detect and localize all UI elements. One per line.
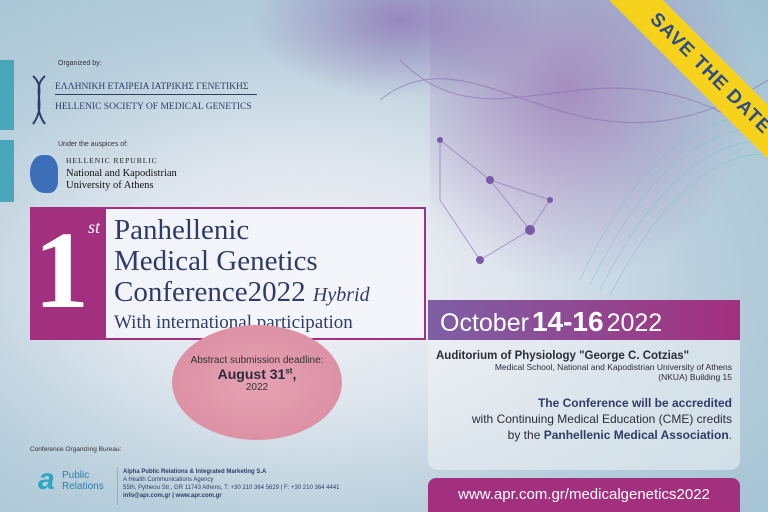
bureau-tagline: A Health Communications Agency: [123, 477, 214, 483]
dna-logo-icon: [32, 75, 46, 125]
title-line4: With international participation: [114, 312, 353, 333]
hellenic-republic: HELLENIC REPUBLIC: [66, 156, 158, 165]
university-name-line1: National and Kapodistrian: [66, 168, 177, 179]
abstract-deadline: Abstract submission deadline: August 31s…: [172, 325, 342, 440]
edition-number: 1: [34, 209, 89, 331]
bureau-contact-link[interactable]: info@apr.com.gr | www.apr.com.gr: [123, 493, 222, 499]
bureau-company: Alpha Public Relations & Integrated Mark…: [123, 469, 267, 475]
logo-text: Public Relations: [62, 470, 104, 492]
public-relations-logo: a Public Relations: [38, 465, 114, 503]
conference-title: Panhellenic Medical Genetics Conference2…: [106, 207, 426, 340]
title-line3: Conference2022 Hybrid: [114, 276, 370, 308]
university-name-line2: University of Athens: [66, 180, 154, 191]
bureau-label: Conference Organizing Bureau:: [30, 446, 122, 453]
title-line2: Medical Genetics: [114, 245, 318, 277]
accent-bar: [0, 60, 14, 130]
accent-bar: [0, 140, 14, 202]
organized-by-label: Organized by:: [58, 60, 102, 67]
accreditation-line2: with Continuing Medical Education (CME) …: [471, 412, 732, 426]
abstract-label: Abstract submission deadline:: [190, 355, 324, 366]
venue-line3: (NKUA) Building 15: [658, 372, 732, 382]
venue-panel: Auditorium of Physiology "George C. Cotz…: [428, 340, 740, 470]
background-haze: [250, 0, 550, 100]
date-year: 2022: [606, 309, 663, 337]
society-greek-name: ΕΛΛΗΝΙΚΗ ΕΤΑΙΡΕΙΑ ΙΑΤΡΙΚΗΣ ΓΕΝΕΤΙΚΗΣ: [55, 82, 257, 95]
venue-line2: Medical School, National and Kapodistria…: [494, 362, 732, 372]
dna-network-graphic: [380, 59, 768, 296]
conference-url-link[interactable]: www.apr.com.gr/medicalgenetics2022: [428, 478, 740, 512]
divider: [117, 467, 118, 505]
bureau-details: Alpha Public Relations & Integrated Mark…: [123, 468, 340, 500]
university-logo-icon: [30, 155, 58, 193]
venue-name: Auditorium of Physiology "George C. Cotz…: [436, 350, 690, 362]
bureau-address: 55th, Pytheou Str., GR 11743 Athens, T: …: [123, 485, 340, 491]
alpha-logo-icon: a: [38, 463, 55, 496]
accreditation-title: The Conference will be accredited: [537, 396, 732, 410]
abstract-year: 2022: [245, 382, 269, 393]
title-line1: Panhellenic: [114, 214, 250, 246]
society-english-name: HELLENIC SOCIETY OF MEDICAL GENETICS: [55, 102, 252, 112]
edition-ordinal: st: [88, 217, 101, 237]
date-month: October: [440, 309, 529, 337]
accreditation-line3: by the Panhellenic Medical Association.: [507, 428, 732, 442]
abstract-date: August 31st,: [217, 366, 297, 382]
date-days: 14-16: [531, 306, 604, 337]
auspices-label: Under the auspices of:: [58, 141, 129, 148]
edition-badge: 1 st: [30, 207, 106, 340]
conference-date: October 14-16 2022: [428, 300, 740, 340]
